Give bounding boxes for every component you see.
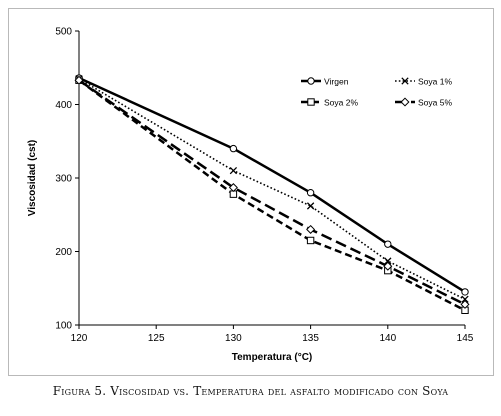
data-point bbox=[306, 189, 315, 197]
series-line bbox=[78, 79, 466, 312]
data-point bbox=[74, 75, 84, 85]
series-line bbox=[78, 78, 466, 300]
x-axis-label: Temperatura (°C) bbox=[232, 352, 313, 363]
legend-entry: Soya 1% bbox=[395, 77, 452, 87]
legend-entry: Virgen bbox=[301, 77, 349, 87]
data-point bbox=[461, 295, 469, 303]
x-tick-label: 130 bbox=[225, 333, 242, 344]
legend-label: Virgen bbox=[324, 77, 349, 87]
data-point bbox=[229, 144, 238, 153]
legend-label: Soya 5% bbox=[418, 98, 452, 108]
line-chart: 100 200 300 400 500 120 125 130 135 140 145 Virgen… bbox=[27, 27, 474, 364]
legend-entry: Soya 5% bbox=[395, 97, 452, 108]
y-axis-label: Viscosidad (cst) bbox=[27, 140, 38, 217]
series-4 bbox=[74, 75, 470, 309]
x-tick-label: 125 bbox=[148, 333, 165, 344]
x-tick-label: 140 bbox=[379, 333, 396, 344]
chart-series bbox=[74, 74, 470, 315]
legend-label: Soya 1% bbox=[418, 77, 452, 87]
y-tick-label: 300 bbox=[55, 174, 72, 185]
data-point bbox=[460, 299, 470, 309]
series-1 bbox=[75, 74, 469, 296]
data-point bbox=[461, 288, 469, 296]
series-line bbox=[78, 76, 466, 293]
y-tick-label: 400 bbox=[55, 100, 72, 111]
data-point bbox=[383, 261, 393, 271]
x-tick-label: 120 bbox=[71, 333, 88, 344]
legend-label: Soya 2% bbox=[324, 98, 358, 108]
data-point bbox=[306, 224, 316, 234]
x-tick-label: 145 bbox=[457, 333, 474, 344]
chart-axes: 100 200 300 400 500 120 125 130 135 140 145 bbox=[55, 27, 473, 345]
chart-frame: 100 200 300 400 500 120 125 130 135 140 145 Virgen… bbox=[8, 8, 494, 376]
y-tick-label: 100 bbox=[55, 321, 72, 332]
figure-caption: Figura 5. Viscosidad vs. Temperatura del… bbox=[52, 384, 449, 398]
legend-marker bbox=[400, 97, 410, 107]
legend-marker bbox=[401, 77, 409, 85]
data-point bbox=[306, 202, 315, 210]
x-tick-label: 135 bbox=[302, 333, 319, 344]
data-point bbox=[384, 240, 392, 248]
legend-marker bbox=[307, 98, 315, 106]
y-tick-label: 200 bbox=[55, 247, 72, 258]
legend-marker bbox=[307, 77, 315, 85]
data-point bbox=[306, 236, 315, 245]
y-tick-label: 500 bbox=[55, 27, 72, 38]
data-point bbox=[229, 166, 238, 175]
chart-legend: Virgen Soya 1% Soya 2% Soya 5% bbox=[301, 77, 452, 108]
data-point bbox=[228, 183, 238, 193]
legend-entry: Soya 2% bbox=[301, 98, 358, 108]
series-2 bbox=[75, 75, 469, 303]
data-point bbox=[384, 257, 392, 265]
